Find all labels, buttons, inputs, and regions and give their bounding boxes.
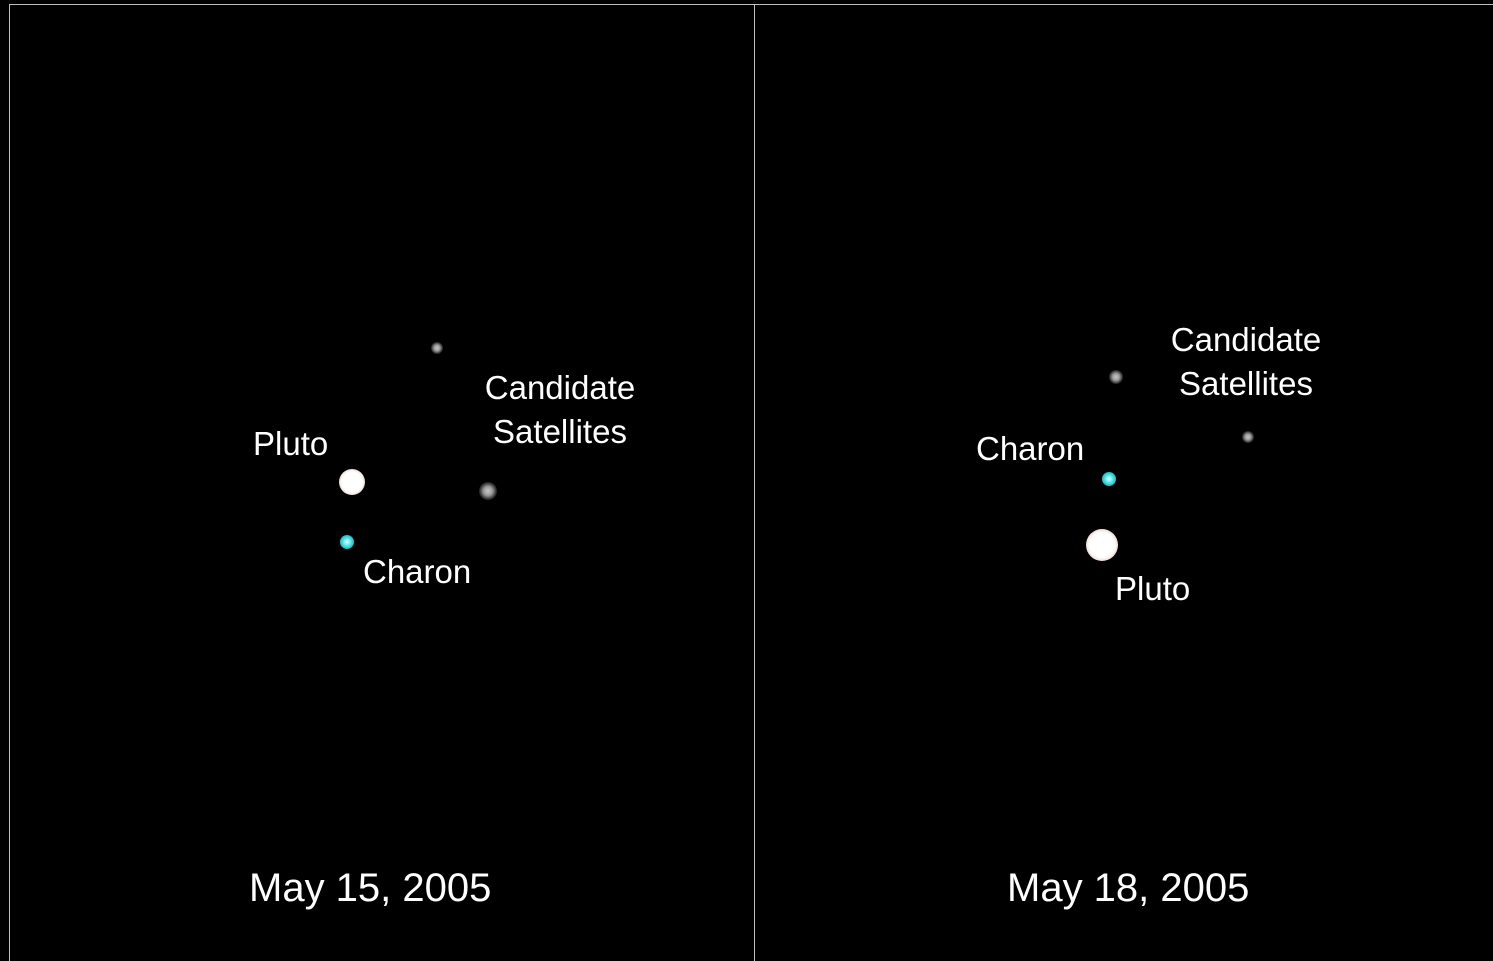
charon-label: Charon xyxy=(363,553,472,590)
pluto-label: Pluto xyxy=(1115,570,1191,607)
candidate-label-line1: Candidate xyxy=(484,369,636,406)
candidate-satellite-dot xyxy=(431,342,443,354)
candidate-satellite-dot xyxy=(479,482,497,500)
candidate-label-line1: Candidate xyxy=(1170,321,1322,358)
date-label: May 18, 2005 xyxy=(1007,866,1250,910)
candidate-label-line2: Satellites xyxy=(493,413,627,450)
panel-may-18 xyxy=(754,4,1493,961)
panel-may-15 xyxy=(9,4,755,961)
candidate-satellite-dot xyxy=(1242,431,1254,443)
charon-dot xyxy=(1102,472,1116,486)
candidate-satellite-dot xyxy=(1109,370,1123,384)
pluto-dot xyxy=(339,469,365,495)
candidate-label-line2: Satellites xyxy=(1179,365,1313,402)
charon-label: Charon xyxy=(976,430,1085,467)
charon-dot xyxy=(340,535,354,549)
pluto-label: Pluto xyxy=(253,425,329,462)
date-label: May 15, 2005 xyxy=(249,866,492,910)
pluto-dot xyxy=(1086,529,1118,561)
